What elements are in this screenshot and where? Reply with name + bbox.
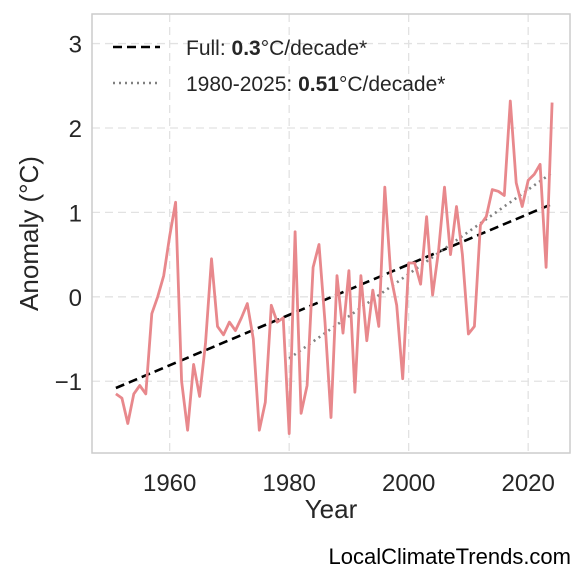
y-tick-label: −1: [55, 369, 82, 396]
y-tick-labels: −1 0 1 2 3: [55, 32, 82, 397]
x-tick-label: 2020: [501, 470, 554, 497]
y-axis-label: Anomaly (°C): [14, 156, 44, 311]
legend-label-full: Full: 0.3°C/decade*: [186, 37, 367, 60]
series-line: [115, 99, 554, 436]
plot-frame: [91, 13, 571, 454]
y-tick-label: 0: [69, 285, 82, 312]
y-tick-label: 2: [69, 116, 82, 143]
grid: [92, 14, 570, 453]
legend-full-suffix: °C/decade*: [261, 37, 367, 60]
legend-recent-rate: 0.51: [298, 73, 339, 96]
trend-line-recent: [288, 171, 553, 360]
legend-recent-prefix: 1980-2025:: [186, 73, 298, 96]
legend: Full: 0.3°C/decade* 1980-2025: 0.51°C/de…: [113, 37, 445, 96]
y-tick-label: 1: [69, 200, 82, 227]
x-tick-label: 2000: [382, 470, 435, 497]
legend-recent-suffix: °C/decade*: [339, 73, 445, 96]
x-tick-label: 1980: [262, 470, 315, 497]
legend-label-recent: 1980-2025: 0.51°C/decade*: [186, 73, 445, 96]
x-axis-label: Year: [305, 494, 358, 524]
x-tick-labels: 1960 1980 2000 2020: [143, 470, 555, 497]
x-tick-label: 1960: [143, 470, 196, 497]
y-tick-label: 3: [69, 32, 82, 59]
series: [115, 99, 554, 436]
legend-full-prefix: Full:: [186, 37, 232, 60]
attribution-text: LocalClimateTrends.com: [328, 544, 572, 569]
legend-full-rate: 0.3: [232, 37, 261, 60]
